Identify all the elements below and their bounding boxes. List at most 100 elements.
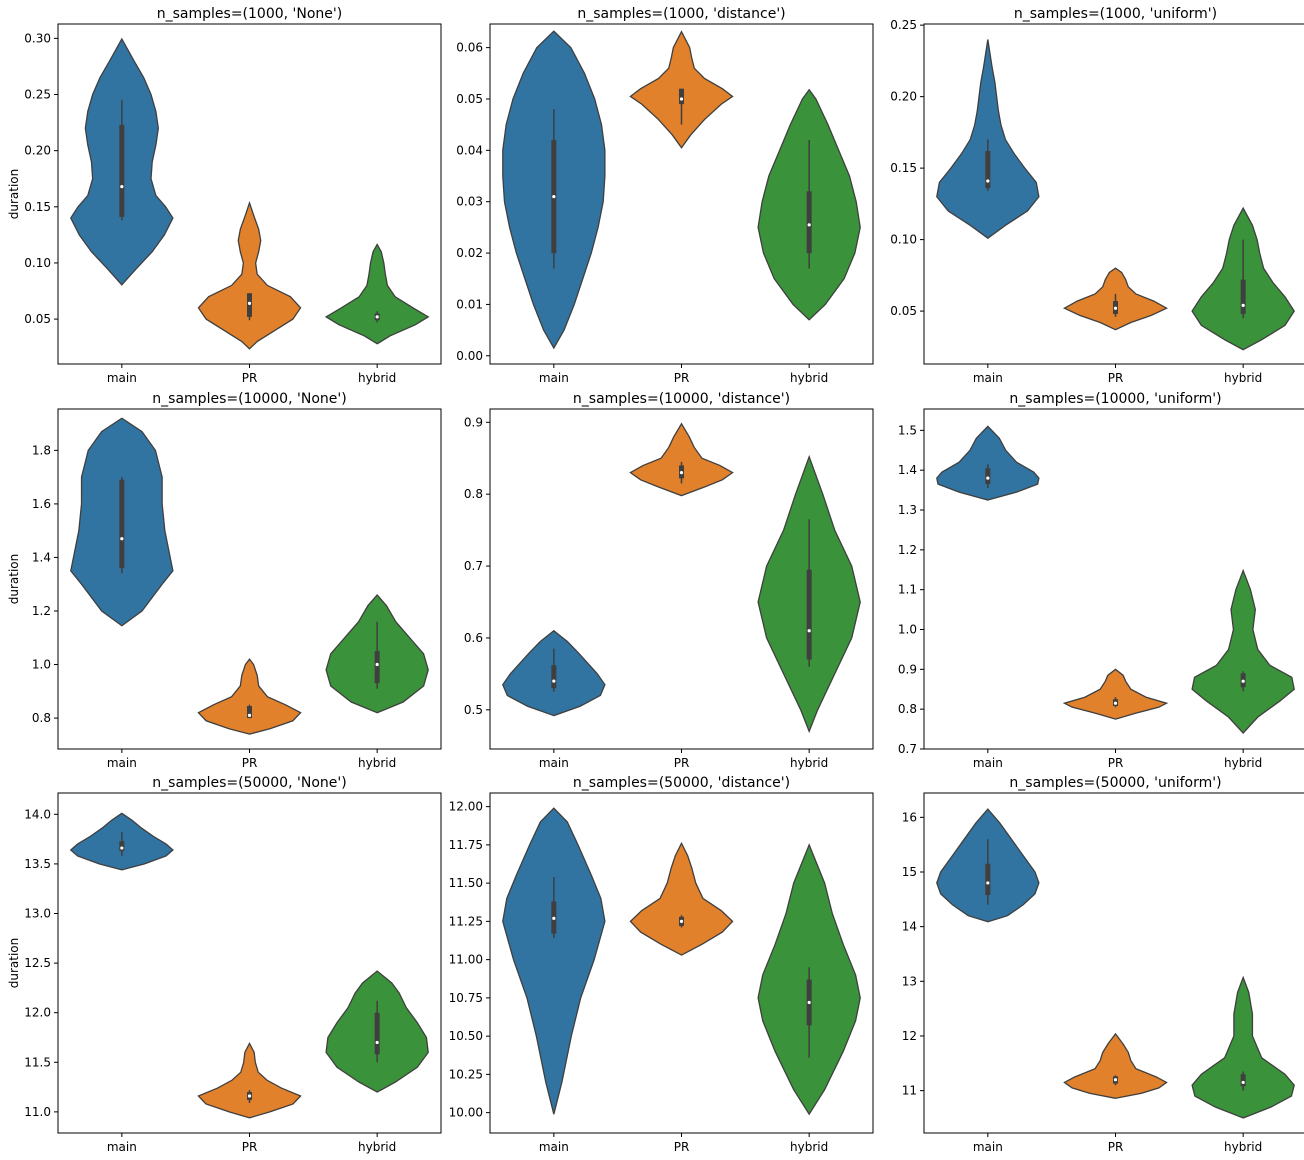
x-tick-label: hybrid [358,756,396,770]
median-point [247,713,252,718]
y-tick-label: 0.05 [456,92,483,106]
y-tick-label: 0.00 [456,349,483,363]
median-point [986,476,990,480]
y-tick-label: 0.5 [464,703,483,717]
y-tick-label: 0.03 [456,195,483,209]
subplot-title: n_samples=(50000, 'uniform') [1009,775,1221,791]
median-point [375,315,379,319]
violin-pr [629,841,734,956]
plot-frame [923,792,1304,1134]
plot-frame [57,792,442,1134]
violin-hybrid [1191,975,1295,1119]
y-tick-label: 10.75 [449,991,483,1005]
x-tick-label: main [973,756,1003,770]
median-point [375,662,379,667]
y-tick-label: 0.7 [898,742,917,756]
x-tick-label: hybrid [358,1140,396,1154]
x-tick-label: PR [242,371,258,385]
y-tick-label: 12 [902,1029,917,1043]
y-tick-label: 0.04 [456,143,483,157]
y-tick-label: 1.2 [898,543,917,557]
y-tick-label: 11.50 [449,876,483,890]
median-point [120,184,124,189]
x-tick-label: hybrid [1224,371,1262,385]
y-tick-label: 11.75 [449,838,483,852]
x-tick-label: PR [1108,1140,1124,1154]
y-axis-label: duration [7,169,21,220]
y-axis-label: duration [7,938,21,989]
y-tick-label: 0.8 [464,487,483,501]
median-point [807,223,811,227]
y-tick-label: 13.0 [24,907,51,921]
y-tick-label: 10.50 [449,1029,483,1043]
median-point [986,881,990,885]
violin-main [502,807,606,1115]
median-point [1241,679,1245,683]
y-tick-label: 0.8 [898,702,917,716]
y-tick-label: 0.8 [32,711,51,725]
median-point [247,1094,252,1098]
subplot-title: n_samples=(10000, 'None') [152,391,346,407]
y-tick-label: 0.10 [890,233,917,247]
y-tick-label: 13 [902,974,917,988]
median-point [986,179,990,183]
y-axis-label: duration [7,554,21,605]
y-tick-label: 16 [902,810,917,824]
y-tick-label: 0.20 [24,144,51,158]
x-tick-label: PR [674,756,690,770]
plot-frame [923,408,1304,750]
y-tick-label: 0.7 [464,559,483,573]
x-tick-label: PR [674,371,690,385]
y-tick-label: 1.0 [898,623,917,637]
subplot-title: n_samples=(1000, 'distance') [577,6,785,22]
median-point [552,194,556,199]
y-tick-label: 1.0 [32,658,51,672]
y-tick-label: 0.01 [456,297,483,311]
y-tick-label: 11.5 [24,1055,51,1069]
subplot-6: n_samples=(10000, 'uniform') 0.7 0.8 0.9 1.0… [898,391,1304,770]
y-tick-label: 0.20 [890,90,917,104]
y-tick-label: 0.9 [464,415,483,429]
y-tick-label: 0.06 [456,41,483,55]
subplot-title: n_samples=(1000, 'None') [157,6,342,22]
y-tick-label: 11 [902,1084,917,1098]
median-point [807,1000,811,1005]
y-tick-label: 0.05 [890,304,917,318]
x-tick-label: hybrid [1224,756,1262,770]
subplot-title: n_samples=(10000, 'distance') [573,391,790,407]
y-tick-label: 13.5 [24,857,51,871]
subplot-4: n_samples=(10000, 'None') 0.8 1.0 1.2 1.4 1.6… [7,391,442,770]
x-tick-label: main [539,371,569,385]
y-tick-label: 1.4 [32,550,51,564]
plot-frame [489,23,874,365]
x-tick-label: PR [674,1140,690,1154]
y-tick-label: 12.00 [449,800,483,814]
median-point [120,846,124,850]
median-point [679,97,684,101]
subplot-title: n_samples=(10000, 'uniform') [1009,391,1221,407]
x-tick-label: main [107,756,137,770]
y-tick-label: 11.25 [449,914,483,928]
x-tick-label: main [539,756,569,770]
median-point [375,1040,379,1045]
y-tick-label: 0.10 [24,256,51,270]
subplot-7: n_samples=(50000, 'None') 11.0 11.5 12.0 12.… [7,775,442,1154]
violin-pr [1062,668,1169,720]
subplot-9: n_samples=(50000, 'uniform') 11 12 13 14 15 16… [902,775,1304,1154]
y-tick-label: 1.5 [898,423,917,437]
median-point [1113,1078,1118,1082]
y-tick-label: 0.15 [890,161,917,175]
x-tick-label: main [973,371,1003,385]
median-point [679,471,684,475]
y-tick-label: 11.0 [24,1105,51,1119]
subplot-8: n_samples=(50000, 'distance') 10.00 10.25 1… [449,775,874,1154]
y-tick-label: 10.25 [449,1067,483,1081]
median-point [1113,701,1118,705]
median-point [120,537,124,541]
median-point [247,301,252,305]
y-tick-label: 10.00 [449,1106,483,1120]
x-tick-label: hybrid [790,371,828,385]
y-tick-label: 12.5 [24,956,51,970]
plot-frame [489,408,874,750]
violin-pr [197,658,302,735]
